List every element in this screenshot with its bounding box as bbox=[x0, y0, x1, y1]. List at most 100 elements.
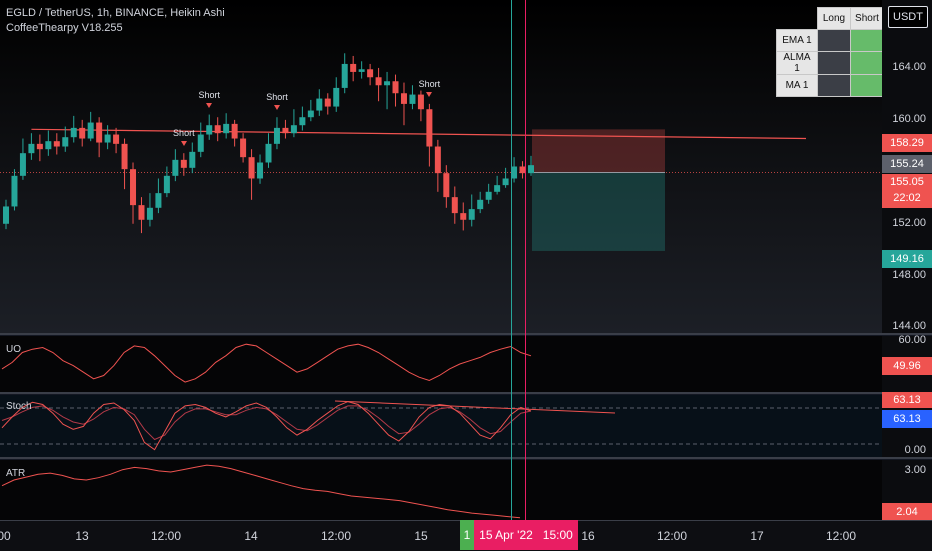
candle-body bbox=[290, 125, 297, 134]
price-tick: 148.00 bbox=[892, 269, 926, 281]
candle-body bbox=[341, 63, 348, 88]
candle-body bbox=[375, 77, 382, 86]
alma-short-cell bbox=[850, 51, 884, 75]
time-label: 12:00 bbox=[320, 529, 352, 543]
candle-body bbox=[307, 110, 314, 118]
time-label: 12:00 bbox=[825, 529, 857, 543]
candle-body bbox=[502, 178, 509, 186]
currency-button[interactable]: USDT bbox=[888, 6, 928, 28]
candle-body bbox=[324, 98, 331, 107]
candle-body bbox=[358, 69, 365, 72]
candle-body bbox=[121, 143, 128, 170]
crosshair-time-tag: 15 Apr '22 15:00 bbox=[474, 520, 578, 550]
stoch-k-tag: 63.13 bbox=[882, 392, 932, 408]
candle-body bbox=[87, 122, 94, 139]
candle-body bbox=[113, 134, 120, 144]
time-label: 00 bbox=[0, 529, 11, 543]
time-label: 16 bbox=[581, 529, 595, 543]
crosshair-green-time-tag: 1 bbox=[460, 520, 474, 550]
candle-body bbox=[79, 127, 86, 139]
atr-tick: 3.00 bbox=[904, 464, 926, 476]
price-tick: 164.00 bbox=[892, 61, 926, 73]
candle-body bbox=[11, 175, 18, 207]
alma-row-label: ALMA 1 bbox=[776, 51, 818, 75]
atr-value-tag: 2.04 bbox=[882, 503, 932, 521]
ma-short-cell bbox=[850, 74, 884, 97]
candle-body bbox=[231, 123, 238, 139]
candle-body bbox=[45, 141, 52, 150]
candle-body bbox=[172, 159, 179, 176]
take-profit-zone bbox=[532, 172, 665, 251]
candle-body bbox=[104, 134, 111, 143]
candle-body bbox=[451, 197, 458, 214]
candle-body bbox=[273, 127, 280, 144]
last-price-tag: 155.05 22:02 bbox=[882, 174, 932, 208]
short-signal-arrow bbox=[206, 102, 213, 108]
candle-body bbox=[146, 207, 153, 220]
atr-line bbox=[1, 464, 521, 519]
short-signal-label: Short bbox=[173, 128, 195, 139]
short-signal-label: Short bbox=[266, 92, 288, 103]
stoch-d-line bbox=[1, 405, 532, 441]
stoch-k-line bbox=[1, 401, 532, 451]
candle-body bbox=[468, 209, 475, 220]
time-label: 13 bbox=[75, 529, 89, 543]
candle-body bbox=[511, 166, 518, 179]
time-label: 12:00 bbox=[150, 529, 182, 543]
candle-body bbox=[96, 122, 103, 143]
price-tick: 160.00 bbox=[892, 113, 926, 125]
indicator-legend[interactable]: CoffeeThearpy V18.255 bbox=[6, 22, 123, 34]
candle-body bbox=[28, 143, 35, 154]
symbol-legend[interactable]: EGLD / TetherUS, 1h, BINANCE, Heikin Ash… bbox=[6, 7, 225, 19]
candle-body bbox=[485, 191, 492, 200]
candle-body bbox=[189, 151, 196, 168]
short-signal-arrow bbox=[180, 141, 187, 147]
candle-body bbox=[400, 93, 407, 104]
stoch-trend-line bbox=[334, 400, 616, 414]
ma-row-label: MA 1 bbox=[776, 74, 818, 97]
price-tick: 152.00 bbox=[892, 217, 926, 229]
pane-separator[interactable] bbox=[0, 392, 932, 394]
crosshair-vertical-green bbox=[511, 0, 512, 520]
candle-body bbox=[180, 159, 187, 168]
atr-label[interactable]: ATR bbox=[6, 468, 26, 479]
candle-body bbox=[460, 213, 467, 220]
main-price-pane[interactable]: EGLD / TetherUS, 1h, BINANCE, Heikin Ash… bbox=[0, 0, 882, 333]
candle-body bbox=[350, 63, 357, 72]
candle-body bbox=[240, 138, 247, 158]
short-signal-arrow bbox=[426, 91, 433, 97]
stoch-label[interactable]: Stoch bbox=[6, 401, 32, 412]
pane-separator[interactable] bbox=[0, 457, 932, 459]
candle-body bbox=[155, 193, 162, 208]
candle-body bbox=[53, 141, 60, 147]
uo-pane[interactable]: UO bbox=[0, 336, 882, 392]
short-signal-arrow bbox=[273, 105, 280, 111]
price-tick: 144.00 bbox=[892, 320, 926, 332]
stop-price-tag: 158.29 bbox=[882, 134, 932, 152]
crosshair-vertical-pink bbox=[525, 0, 526, 520]
candle-body bbox=[265, 143, 272, 163]
uo-value-tag: 49.96 bbox=[882, 357, 932, 375]
uo-label[interactable]: UO bbox=[6, 344, 21, 355]
stoch-pane[interactable]: Stoch bbox=[0, 395, 882, 457]
candle-body bbox=[316, 98, 323, 111]
candle-body bbox=[19, 153, 26, 176]
stoch-tick: 0.00 bbox=[904, 444, 926, 456]
candle-body bbox=[70, 127, 77, 138]
candle-body bbox=[333, 87, 340, 107]
candle-body bbox=[519, 166, 526, 174]
alma-long-cell bbox=[817, 51, 851, 75]
pane-separator[interactable] bbox=[0, 333, 932, 335]
time-label: 15 bbox=[414, 529, 428, 543]
atr-pane[interactable]: ATR bbox=[0, 460, 882, 520]
candlestick-chart[interactable] bbox=[0, 0, 882, 333]
candle-body bbox=[409, 94, 416, 104]
candle-body bbox=[477, 199, 484, 210]
stoch-d-tag: 63.13 bbox=[882, 410, 932, 428]
short-header: Short bbox=[850, 7, 884, 30]
candle-body bbox=[62, 137, 69, 147]
atr-line-chart bbox=[1, 464, 521, 519]
short-signal-label: Short bbox=[418, 78, 441, 89]
candle-body bbox=[282, 127, 289, 134]
